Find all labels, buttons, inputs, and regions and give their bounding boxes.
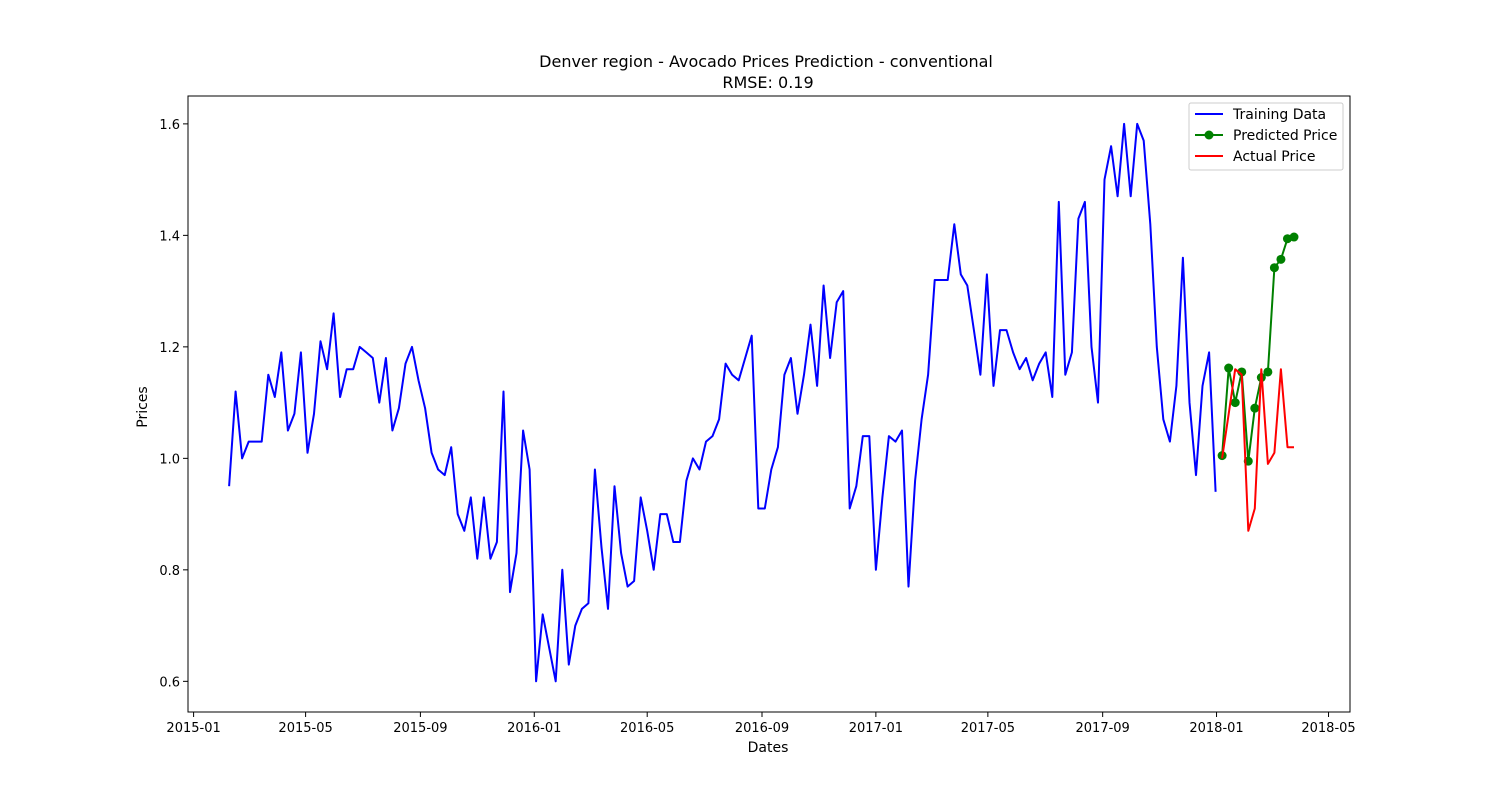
series-layer (228, 122, 1299, 683)
legend-label-predicted: Predicted Price (1233, 128, 1337, 144)
x-tick-label: 2016-05 (620, 721, 674, 736)
legend: Training Data Predicted Price Actual Pri… (1188, 102, 1344, 171)
y-tick-label: 1.2 (159, 341, 180, 356)
predicted-point (1224, 363, 1234, 373)
y-tick-label: 1.6 (159, 118, 180, 133)
chart-title: Denver region - Avocado Prices Predictio… (539, 52, 993, 71)
x-tick-label: 2015-01 (166, 721, 220, 736)
x-tick-label: 2017-05 (961, 721, 1015, 736)
x-tick-label: 2017-01 (849, 721, 903, 736)
y-tick-label: 0.6 (159, 675, 180, 690)
x-tick-label: 2015-05 (278, 721, 332, 736)
predicted-point (1230, 398, 1240, 408)
legend-box (1188, 102, 1344, 171)
x-tick-label: 2016-01 (507, 721, 561, 736)
predicted-point (1289, 232, 1299, 242)
x-axis-label: Dates (748, 740, 789, 756)
x-tick-label: 2018-01 (1189, 721, 1243, 736)
x-tick-label: 2017-09 (1076, 721, 1130, 736)
legend-label-training: Training Data (1232, 107, 1326, 123)
y-axis: 0.6 0.8 1.0 1.2 1.4 1.6 (159, 118, 188, 690)
x-axis: 2015-01 2015-05 2015-09 2016-01 2016-05 2016-… (166, 712, 1356, 736)
y-tick-label: 1.4 (159, 229, 180, 244)
x-tick-label: 2016-09 (735, 721, 789, 736)
predicted-point (1237, 367, 1247, 377)
predicted-point (1276, 254, 1286, 264)
series-line-0 (228, 122, 1217, 683)
series-line-2 (1221, 368, 1294, 532)
y-tick-label: 1.0 (159, 452, 180, 467)
y-axis-label: Prices (135, 386, 151, 427)
chart-subtitle: RMSE: 0.19 (722, 73, 813, 92)
legend-label-actual: Actual Price (1233, 149, 1315, 165)
x-tick-label: 2018-05 (1301, 721, 1355, 736)
predicted-point (1263, 367, 1273, 377)
x-tick-label: 2015-09 (393, 721, 447, 736)
predicted-point (1250, 403, 1260, 413)
legend-marker-predicted (1204, 130, 1214, 140)
y-tick-label: 0.8 (159, 564, 180, 579)
predicted-point (1269, 263, 1279, 273)
plot-frame (187, 95, 1351, 713)
